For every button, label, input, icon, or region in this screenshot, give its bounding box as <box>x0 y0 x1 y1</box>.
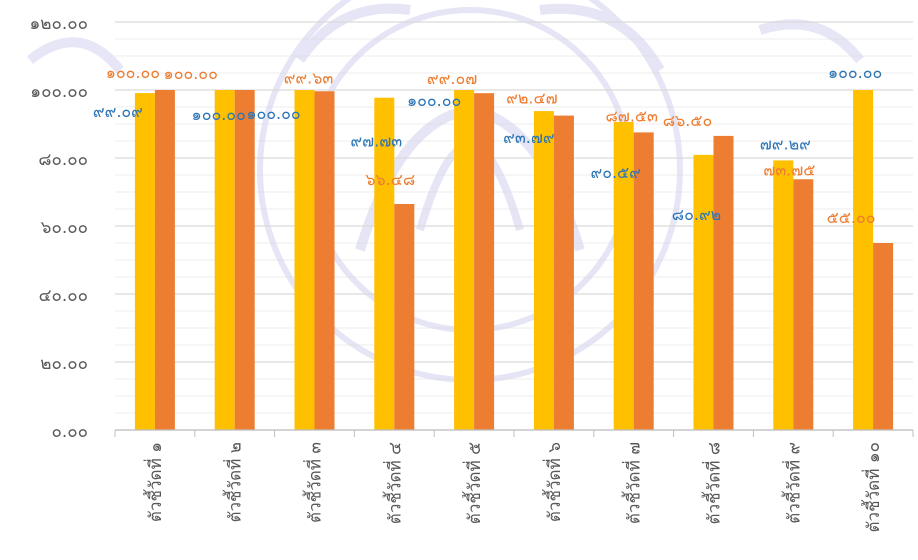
bar-series-1 <box>134 93 155 431</box>
bar-series-2 <box>314 91 335 431</box>
x-category-label: ตัวชี้วัดที่ ๑๐ <box>861 442 884 533</box>
data-label-series-2: ๑๐๐.๐๐ <box>164 64 218 83</box>
x-category-label: ตัวชี้วัดที่ ๕ <box>462 442 485 524</box>
data-label-series-2: ๗๓.๗๕ <box>763 160 815 179</box>
data-label-series-1: ๑๐๐.๐๐ <box>407 91 461 110</box>
data-label-series-1: ๙๐.๕๙ <box>590 163 640 182</box>
data-label-series-2: ๘๗.๕๓ <box>605 106 658 125</box>
data-labels: ๙๙.๐๙ ๑๐๐.๐๐ ๑๐๐.๐๐๙๗.๗๓๑๐๐.๐๐๙๓.๗๙๙๐.๕๙๘๐… <box>93 63 882 227</box>
bar-series-2 <box>394 203 415 430</box>
bar-series-2 <box>873 243 894 430</box>
bars <box>134 90 894 431</box>
y-tick-label: ๐.๐๐ <box>51 422 88 442</box>
bar-series-2 <box>553 115 574 431</box>
data-label-series-1: ๙๗.๗๓ <box>350 132 402 151</box>
bar-series-2 <box>154 90 175 430</box>
y-tick-label: ๔๐.๐๐ <box>39 286 88 306</box>
data-label-series-2: ๙๒.๔๗ <box>506 89 558 108</box>
data-label-series-1: ๑๐๐.๐๐ <box>192 105 246 124</box>
bar-series-1 <box>454 90 475 430</box>
x-category-label: ตัวชี้วัดที่ ๔ <box>382 442 405 524</box>
bar-series-1 <box>773 160 794 430</box>
x-category-label: ตัวชี้วัดที่ ๘ <box>702 442 725 524</box>
axes: ๐.๐๐ ๒๐.๐๐ ๔๐.๐๐ ๖๐.๐๐ ๘๐.๐๐ ๑๐๐.๐๐ ๑๒๐.๐๐ตัวช… <box>29 14 914 533</box>
x-category-label: ตัวชี้วัดที่ ๙ <box>781 442 804 524</box>
data-label-series-1: ๑๐๐.๐๐ <box>828 63 882 82</box>
bar-series-2 <box>234 90 255 430</box>
bar-series-1 <box>294 90 315 430</box>
data-label-series-1: ๙๙.๐๙ <box>93 102 143 121</box>
x-category-label: ตัวชี้วัดที่ ๒ <box>223 442 246 523</box>
bar-series-2 <box>633 132 654 430</box>
y-tick-label: ๖๐.๐๐ <box>41 218 88 238</box>
data-label-series-1: ๙๓.๗๙ <box>503 128 555 147</box>
data-label-series-1: ๘๐.๙๒ <box>672 205 721 224</box>
x-category-label: ตัวชี้วัดที่ ๑ <box>143 442 166 522</box>
x-category-label: ตัวชี้วัดที่ ๗ <box>622 442 645 524</box>
data-label-series-2: ๘๖.๕๐ <box>663 111 712 130</box>
bar-series-1 <box>693 154 714 430</box>
y-tick-label: ๒๐.๐๐ <box>40 354 88 374</box>
bar-series-1 <box>853 90 874 430</box>
bar-series-1 <box>533 111 554 430</box>
data-label-series-1: ๑๐๐.๐๐ <box>246 104 300 123</box>
x-category-label: ตัวชี้วัดที่ ๖ <box>542 442 565 522</box>
data-label-series-2: ๕๕.๐๐ <box>827 208 876 227</box>
y-tick-label: ๑๐๐.๐๐ <box>30 82 88 102</box>
y-tick-label: ๑๒๐.๐๐ <box>29 14 88 34</box>
bar-series-1 <box>613 121 634 430</box>
data-label-series-2: ๖๖.๔๘ <box>365 170 415 189</box>
y-tick-label: ๘๐.๐๐ <box>38 150 88 170</box>
bar-series-2 <box>793 179 814 430</box>
bar-series-1 <box>214 90 235 430</box>
data-label-series-2: ๙๙.๐๗ <box>427 69 477 88</box>
data-label-series-1: ๗๙.๒๙ <box>760 134 811 153</box>
bar-series-2 <box>713 135 734 430</box>
data-label-series-2: ๑๐๐.๐๐ <box>106 63 160 82</box>
data-label-series-2: ๙๙.๖๓ <box>284 68 334 87</box>
bar-series-2 <box>474 93 495 431</box>
x-category-label: ตัวชี้วัดที่ ๓ <box>303 442 326 523</box>
bar-series-1 <box>374 97 395 430</box>
